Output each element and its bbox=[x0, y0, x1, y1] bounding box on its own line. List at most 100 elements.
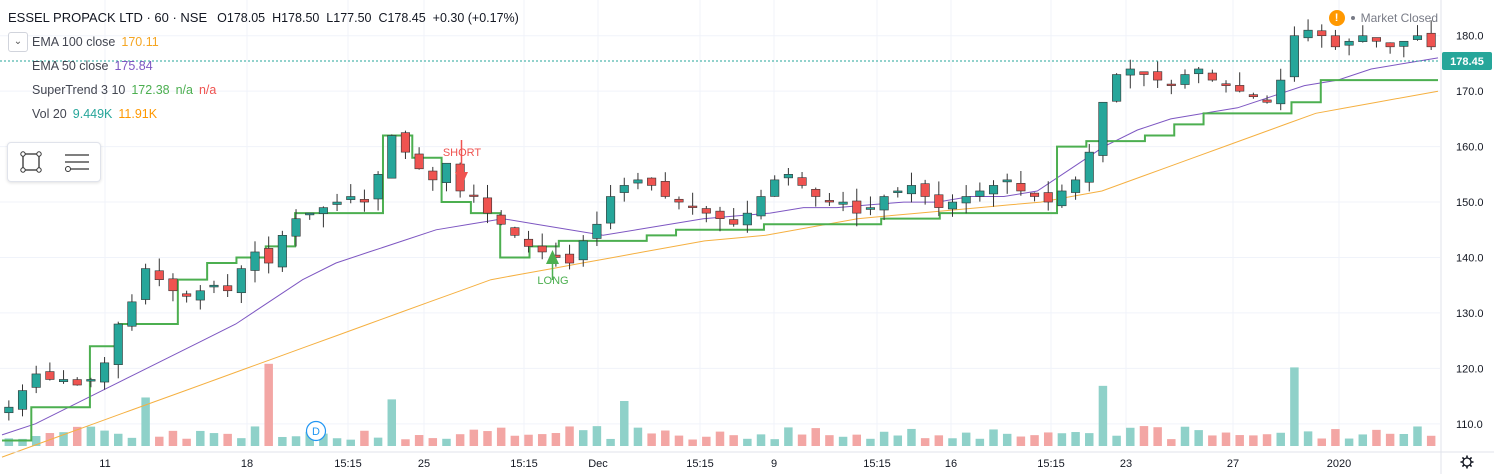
y-tick-label: 120.0 bbox=[1456, 363, 1484, 375]
candle-body bbox=[1235, 85, 1245, 92]
ema-100-line bbox=[1, 90, 1439, 458]
volume-bar bbox=[141, 397, 150, 446]
indicator-supertrend[interactable]: SuperTrend 3 10 172.38 n/a n/a bbox=[8, 78, 519, 102]
candle-body bbox=[961, 196, 971, 204]
volume-bar bbox=[114, 433, 123, 446]
volume-bar bbox=[674, 435, 684, 446]
candle-body bbox=[838, 201, 848, 205]
rectangle-tool-button[interactable] bbox=[8, 143, 54, 181]
x-tick-label: 11 bbox=[99, 458, 110, 470]
candle-body bbox=[346, 196, 356, 200]
settings-tool-button[interactable] bbox=[54, 143, 100, 181]
volume-bar bbox=[524, 434, 533, 446]
candle-body bbox=[1125, 68, 1135, 76]
volume-bar bbox=[975, 438, 985, 446]
volume-bar bbox=[1153, 427, 1162, 446]
volume-bar bbox=[1126, 427, 1135, 446]
chart-grid bbox=[0, 0, 1440, 446]
volume-bar bbox=[702, 436, 711, 446]
candle-body bbox=[920, 183, 930, 197]
volume-bar bbox=[278, 436, 287, 446]
market-status[interactable]: ! Market Closed bbox=[1328, 10, 1438, 26]
candle-body bbox=[606, 196, 616, 224]
volume-bar bbox=[1112, 435, 1121, 446]
candle-body bbox=[811, 189, 821, 197]
candle-body bbox=[701, 208, 711, 214]
high-label: H bbox=[272, 11, 282, 25]
volume-bar bbox=[1180, 426, 1190, 446]
volume-bar bbox=[264, 363, 273, 446]
volume-bar bbox=[332, 438, 342, 446]
volume-bar bbox=[250, 426, 260, 446]
volume-bar bbox=[620, 400, 629, 446]
volume-bar bbox=[1303, 431, 1313, 446]
gear-icon[interactable] bbox=[1460, 455, 1474, 469]
candle-body bbox=[236, 268, 246, 294]
volume-bar bbox=[455, 434, 465, 446]
candle-body bbox=[318, 207, 328, 214]
candle-body bbox=[988, 185, 999, 195]
rectangle-icon bbox=[20, 151, 42, 173]
volume-bar bbox=[360, 430, 369, 446]
indicator-value: n/a bbox=[175, 83, 193, 97]
candle-body bbox=[223, 285, 233, 292]
x-tick-label: Dec bbox=[588, 458, 608, 470]
volume-bar bbox=[715, 431, 725, 446]
volume-bar bbox=[606, 438, 615, 446]
candle-body bbox=[934, 194, 944, 208]
volume-bar bbox=[428, 438, 438, 446]
supertrend-path bbox=[2, 79, 1438, 442]
candle-body bbox=[4, 406, 14, 414]
current-price-label: 178.45 bbox=[1450, 56, 1484, 68]
candle-body bbox=[17, 390, 28, 410]
candle-body bbox=[1098, 101, 1108, 156]
candle-body bbox=[182, 293, 192, 297]
open-label: O bbox=[217, 11, 227, 25]
x-tick-label: 9 bbox=[771, 458, 777, 470]
volume-bar bbox=[237, 438, 246, 446]
candle-body bbox=[359, 199, 369, 203]
volume-bar bbox=[1016, 436, 1026, 446]
candle-body bbox=[1358, 35, 1368, 42]
volume-bar bbox=[442, 438, 451, 446]
volume-bar bbox=[811, 428, 820, 446]
volume-bar bbox=[893, 435, 903, 446]
indicator-name: Vol 20 bbox=[32, 107, 67, 121]
volume-bar bbox=[633, 427, 643, 446]
x-tick-label: 15:15 bbox=[686, 458, 714, 470]
volume-bar bbox=[4, 438, 14, 446]
candle-body bbox=[674, 198, 684, 203]
dividend-icon bbox=[305, 420, 327, 442]
candle-body bbox=[373, 174, 383, 200]
candle-body bbox=[852, 200, 862, 214]
candle-body bbox=[729, 219, 739, 225]
candle-body bbox=[879, 196, 889, 211]
volume-bar bbox=[934, 435, 944, 446]
candle-body bbox=[100, 362, 110, 383]
volume-bar bbox=[838, 436, 848, 446]
y-tick-label: 180.0 bbox=[1456, 31, 1484, 43]
candle-body bbox=[1248, 94, 1258, 98]
candle-body bbox=[688, 205, 698, 208]
collapse-legend-button[interactable]: ⌄ bbox=[8, 32, 28, 52]
volume-bar bbox=[592, 426, 602, 446]
candle-body bbox=[1385, 42, 1395, 48]
candle-body bbox=[647, 177, 657, 186]
volume-bar bbox=[756, 434, 766, 446]
candle-body bbox=[387, 135, 397, 179]
volume-bar bbox=[1426, 435, 1436, 446]
indicator-volume[interactable]: Vol 20 9.449K 11.91K bbox=[8, 102, 519, 126]
gear-tooth bbox=[1461, 464, 1465, 468]
candle-body bbox=[264, 248, 274, 264]
volume-bar bbox=[387, 399, 397, 446]
volume-bar bbox=[182, 438, 191, 446]
candle-body bbox=[523, 238, 534, 247]
candle-body bbox=[1194, 68, 1204, 75]
symbol-title: ESSEL PROPACK LTD · 60 · NSE bbox=[8, 10, 208, 25]
indicator-ema50[interactable]: EMA 50 close 175.84 bbox=[8, 54, 519, 78]
candle-body bbox=[469, 194, 479, 197]
candle-body bbox=[1139, 71, 1149, 75]
x-tick-label: 15:15 bbox=[1037, 458, 1065, 470]
indicator-ema100[interactable]: EMA 100 close 170.11 bbox=[8, 30, 519, 54]
